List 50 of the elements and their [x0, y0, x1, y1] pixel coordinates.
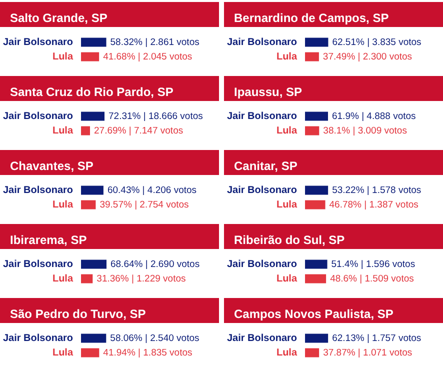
- y-tick-label: Lula: [276, 199, 298, 210]
- data-label: 39.57% | 2.754 votos: [100, 199, 190, 210]
- data-label: 60.43% | 4.206 votos: [107, 184, 197, 196]
- data-label: 41.68% | 2.045 votos: [103, 51, 192, 62]
- data-label: 48.6% | 1.509 votos: [330, 273, 414, 284]
- y-tick-label: Jair Bolsonaro: [2, 332, 74, 344]
- data-label: 46.78% | 1.387 votos: [329, 199, 419, 210]
- data-label: 58.32% | 2.861 votos: [110, 36, 200, 48]
- y-tick-label: Jair Bolsonaro: [226, 110, 298, 122]
- y-tick-label: Lula: [52, 125, 74, 136]
- y-tick-label: Jair Bolsonaro: [226, 36, 298, 48]
- chart-title: São Pedro do Turvo, SP: [10, 307, 146, 321]
- data-label: 68.64% | 2.690 votos: [110, 258, 200, 270]
- y-tick-label: Lula: [52, 273, 74, 284]
- chart-title: Bernardino de Campos, SP: [234, 11, 389, 25]
- data-label: 31.36% | 1.229 votos: [96, 273, 186, 284]
- data-label: 72.31% | 18.666 votos: [108, 110, 204, 122]
- y-tick-label: Lula: [52, 347, 74, 358]
- y-tick-label: Jair Bolsonaro: [226, 332, 298, 344]
- data-label: 27.69% | 7.147 votos: [94, 125, 184, 136]
- y-tick-label: Jair Bolsonaro: [2, 184, 74, 196]
- data-label: 51.4% | 1.596 votos: [331, 258, 416, 270]
- y-tick-label: Lula: [276, 51, 298, 62]
- data-label: 37.49% | 2.300 votos: [322, 51, 412, 62]
- y-tick-label: Lula: [276, 273, 298, 284]
- y-tick-label: Lula: [276, 347, 298, 358]
- data-label: 58.06% | 2.540 votos: [110, 332, 200, 344]
- y-tick-label: Lula: [276, 125, 298, 136]
- y-tick-label: Lula: [52, 51, 74, 62]
- data-label: 53.22% | 1.578 votos: [332, 184, 422, 196]
- y-tick-label: Jair Bolsonaro: [226, 258, 298, 270]
- data-label: 62.51% | 3.835 votos: [332, 36, 422, 48]
- y-tick-label: Jair Bolsonaro: [2, 110, 74, 122]
- data-label: 62.13% | 1.757 votos: [332, 332, 422, 344]
- chart-title: Chavantes, SP: [10, 159, 94, 173]
- data-label: 37.87% | 1.071 votos: [323, 347, 412, 358]
- data-label: 41.94% | 1.835 votos: [103, 347, 193, 358]
- chart-title: Ribeirão do Sul, SP: [234, 233, 345, 247]
- y-tick-label: Jair Bolsonaro: [2, 258, 74, 270]
- data-label: 38.1% | 3.009 votos: [323, 125, 408, 136]
- chart-title: Santa Cruz do Rio Pardo, SP: [10, 85, 174, 99]
- chart-title: Ibirarema, SP: [10, 233, 87, 247]
- chart-title: Canitar, SP: [234, 159, 298, 173]
- y-tick-label: Lula: [52, 199, 74, 210]
- chart-title: Campos Novos Paulista, SP: [234, 307, 394, 321]
- chart-title: Salto Grande, SP: [10, 11, 108, 25]
- chart-title: Ipaussu, SP: [234, 85, 302, 99]
- data-label: 61.9% | 4.888 votos: [332, 110, 416, 122]
- y-tick-label: Jair Bolsonaro: [2, 36, 74, 48]
- y-tick-label: Jair Bolsonaro: [226, 184, 298, 196]
